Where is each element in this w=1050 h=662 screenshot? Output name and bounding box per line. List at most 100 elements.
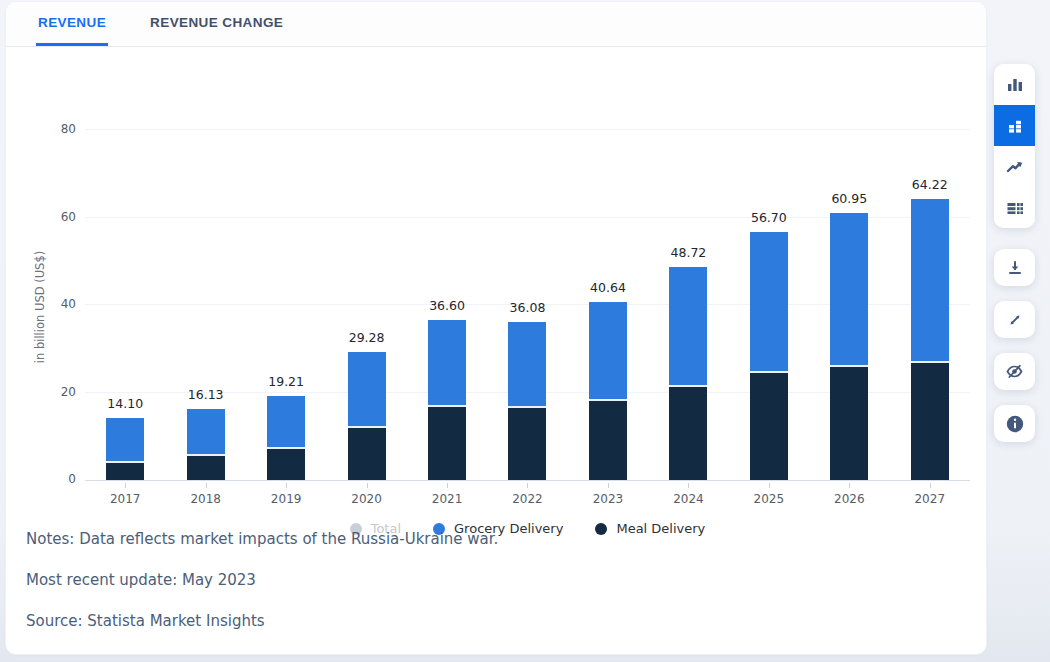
stacked-bar[interactable] — [187, 409, 225, 480]
bar-segment-meal-delivery[interactable] — [589, 401, 627, 480]
bar-total-label: 36.08 — [510, 300, 546, 315]
line-chart-view-button[interactable] — [994, 146, 1035, 187]
update-line: Most recent update: May 2023 — [26, 571, 498, 589]
x-tick-label: 2024 — [648, 483, 728, 506]
stacked-bar[interactable] — [589, 302, 627, 480]
fullscreen-button[interactable] — [994, 301, 1035, 338]
y-tick-label: 0 — [6, 472, 76, 486]
x-tick-label: 2021 — [407, 483, 487, 506]
legend-dot — [595, 523, 607, 535]
bar-segment-meal-delivery[interactable] — [428, 407, 466, 480]
bar-column[interactable]: 14.10 — [85, 130, 165, 480]
x-tick-label: 2018 — [165, 483, 245, 506]
bar-segment-grocery-delivery[interactable] — [830, 213, 868, 364]
bar-segment-meal-delivery[interactable] — [348, 428, 386, 481]
bar-segment-meal-delivery[interactable] — [106, 463, 144, 481]
tab-revenue[interactable]: REVENUE — [36, 2, 108, 46]
table-icon — [1006, 199, 1024, 217]
notes-block: Notes: Data reflects market impacts of t… — [26, 530, 498, 653]
bar-segment-grocery-delivery[interactable] — [106, 418, 144, 460]
info-icon — [1005, 414, 1025, 434]
x-tick-label: 2023 — [568, 483, 648, 506]
bar-segment-meal-delivery[interactable] — [669, 387, 707, 480]
bar-segment-grocery-delivery[interactable] — [428, 320, 466, 406]
bar-total-label: 64.22 — [912, 177, 948, 192]
line-chart-icon — [1006, 158, 1024, 176]
bar-total-label: 29.28 — [349, 330, 385, 345]
tab-bar: REVENUE REVENUE CHANGE — [6, 2, 986, 47]
stacked-bar[interactable] — [669, 267, 707, 480]
bar-column[interactable]: 16.13 — [165, 130, 245, 480]
stacked-bar-view-button[interactable] — [994, 105, 1035, 146]
bar-segment-meal-delivery[interactable] — [911, 363, 949, 480]
stacked-bar[interactable] — [106, 418, 144, 480]
bar-column[interactable]: 19.21 — [246, 130, 326, 480]
tab-revenue-change[interactable]: REVENUE CHANGE — [148, 2, 285, 46]
chart-card: REVENUE REVENUE CHANGE in billion USD (U… — [6, 2, 986, 654]
bar-column[interactable]: 36.08 — [487, 130, 567, 480]
bar-segment-grocery-delivery[interactable] — [187, 409, 225, 454]
bar-segment-grocery-delivery[interactable] — [589, 302, 627, 399]
bar-column[interactable]: 60.95 — [809, 130, 889, 480]
x-tick-label: 2025 — [729, 483, 809, 506]
stacked-bar[interactable] — [267, 396, 305, 480]
bar-column[interactable]: 36.60 — [407, 130, 487, 480]
bars-container: 14.10 16.13 19.21 29.28 36.60 36.08 40.64 48.72… — [85, 130, 970, 480]
y-tick-label: 80 — [6, 122, 76, 136]
stacked-bar[interactable] — [508, 322, 546, 480]
bar-column[interactable]: 48.72 — [648, 130, 728, 480]
x-tick-label: 2019 — [246, 483, 326, 506]
bar-column[interactable]: 40.64 — [568, 130, 648, 480]
bar-segment-meal-delivery[interactable] — [508, 408, 546, 480]
bar-column[interactable]: 64.22 — [890, 130, 970, 480]
x-axis-labels: 2017201820192020202120222023202420252026… — [85, 483, 970, 506]
bar-total-label: 16.13 — [188, 387, 224, 402]
bar-total-label: 60.95 — [831, 191, 867, 206]
notes-line: Notes: Data reflects market impacts of t… — [26, 530, 498, 548]
bar-column[interactable]: 29.28 — [326, 130, 406, 480]
legend-item-meal-delivery[interactable]: Meal Delivery — [595, 521, 705, 536]
bar-column[interactable]: 56.70 — [729, 130, 809, 480]
y-tick-label: 60 — [6, 210, 76, 224]
legend-label: Meal Delivery — [616, 521, 705, 536]
bar-segment-grocery-delivery[interactable] — [911, 199, 949, 361]
download-icon — [1006, 259, 1024, 277]
stacked-bar[interactable] — [348, 352, 386, 480]
download-button[interactable] — [994, 249, 1035, 286]
bar-segment-grocery-delivery[interactable] — [348, 352, 386, 426]
bar-total-label: 40.64 — [590, 280, 626, 295]
x-tick-label: 2020 — [326, 483, 406, 506]
x-axis-line — [85, 480, 970, 481]
chart-type-switcher — [994, 64, 1035, 228]
info-button[interactable] — [994, 405, 1035, 442]
bar-chart-view-button[interactable] — [994, 64, 1035, 105]
stacked-bar[interactable] — [428, 320, 466, 480]
table-view-button[interactable] — [994, 187, 1035, 228]
x-tick-label: 2017 — [85, 483, 165, 506]
y-tick-label: 20 — [6, 385, 76, 399]
stacked-bar[interactable] — [911, 199, 949, 480]
bar-total-label: 36.60 — [429, 298, 465, 313]
bar-segment-meal-delivery[interactable] — [830, 367, 868, 480]
bar-segment-grocery-delivery[interactable] — [669, 267, 707, 385]
x-tick-label: 2022 — [487, 483, 567, 506]
bar-segment-grocery-delivery[interactable] — [267, 396, 305, 447]
bar-total-label: 14.10 — [107, 396, 143, 411]
fullscreen-icon — [1006, 311, 1024, 329]
y-tick-label: 40 — [6, 297, 76, 311]
x-tick-label: 2027 — [890, 483, 970, 506]
bar-total-label: 48.72 — [671, 245, 707, 260]
eye-off-icon — [1005, 362, 1024, 381]
bar-segment-grocery-delivery[interactable] — [750, 232, 788, 371]
bar-segment-meal-delivery[interactable] — [267, 449, 305, 480]
hide-values-button[interactable] — [994, 353, 1035, 390]
stacked-bar[interactable] — [750, 232, 788, 480]
bar-total-label: 56.70 — [751, 210, 787, 225]
x-tick-label: 2026 — [809, 483, 889, 506]
plot-area: 14.10 16.13 19.21 29.28 36.60 36.08 40.64 48.72… — [85, 130, 970, 480]
bar-segment-meal-delivery[interactable] — [750, 373, 788, 480]
bar-segment-meal-delivery[interactable] — [187, 456, 225, 480]
stacked-bar[interactable] — [830, 213, 868, 480]
bar-segment-grocery-delivery[interactable] — [508, 322, 546, 406]
bar-total-label: 19.21 — [268, 374, 304, 389]
